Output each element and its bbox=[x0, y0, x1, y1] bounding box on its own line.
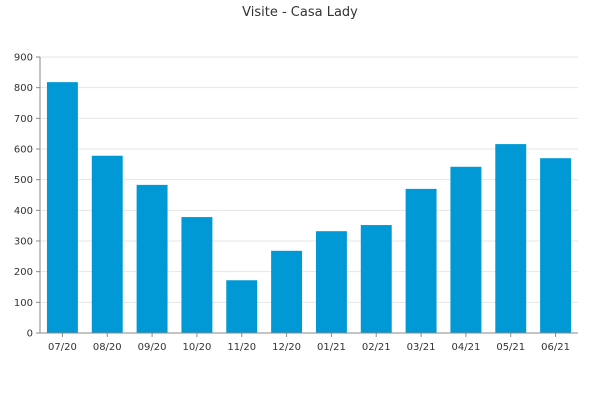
x-tick-label: 06/21 bbox=[541, 342, 570, 353]
bar bbox=[540, 158, 572, 333]
bar bbox=[271, 250, 303, 333]
bar bbox=[405, 188, 437, 333]
x-tick-label: 03/21 bbox=[407, 342, 436, 353]
x-tick-labels: 07/20 08/20 09/20 10/20 11/20 12/20 01/21 02/21… bbox=[48, 333, 570, 353]
y-tick-labels: 0 100 200 300 400 500 600 700 800 900 bbox=[14, 53, 40, 340]
x-tick-label: 05/21 bbox=[496, 342, 525, 353]
axes bbox=[39, 57, 578, 334]
bar bbox=[495, 144, 527, 333]
x-tick-label: 07/20 bbox=[48, 342, 77, 353]
x-tick-label: 08/20 bbox=[93, 342, 122, 353]
chart-title: Visite - Casa Lady bbox=[242, 5, 358, 20]
x-tick-label: 09/20 bbox=[138, 342, 167, 353]
y-tick-label: 200 bbox=[14, 267, 33, 278]
bar bbox=[136, 184, 168, 333]
y-tick-label: 700 bbox=[14, 114, 33, 125]
bar bbox=[226, 280, 258, 333]
gridlines bbox=[40, 56, 578, 303]
y-tick-label: 400 bbox=[14, 206, 33, 217]
bars bbox=[46, 82, 572, 333]
x-tick-label: 04/21 bbox=[452, 342, 481, 353]
x-tick-label: 10/20 bbox=[183, 342, 212, 353]
bar bbox=[46, 82, 78, 333]
y-tick-label: 300 bbox=[14, 237, 33, 248]
bar bbox=[315, 231, 347, 333]
x-tick-label: 02/21 bbox=[362, 342, 391, 353]
bar bbox=[360, 225, 392, 333]
y-tick-label: 100 bbox=[14, 298, 33, 309]
y-tick-label: 500 bbox=[14, 175, 33, 186]
bar bbox=[450, 166, 482, 333]
bar bbox=[91, 155, 123, 333]
y-tick-label: 900 bbox=[14, 53, 33, 64]
y-tick-label: 600 bbox=[14, 145, 33, 156]
x-tick-label: 12/20 bbox=[272, 342, 301, 353]
x-tick-label: 01/21 bbox=[317, 342, 346, 353]
y-tick-label: 0 bbox=[27, 329, 33, 340]
bar bbox=[181, 217, 213, 333]
x-tick-label: 11/20 bbox=[227, 342, 256, 353]
y-tick-label: 800 bbox=[14, 83, 33, 94]
